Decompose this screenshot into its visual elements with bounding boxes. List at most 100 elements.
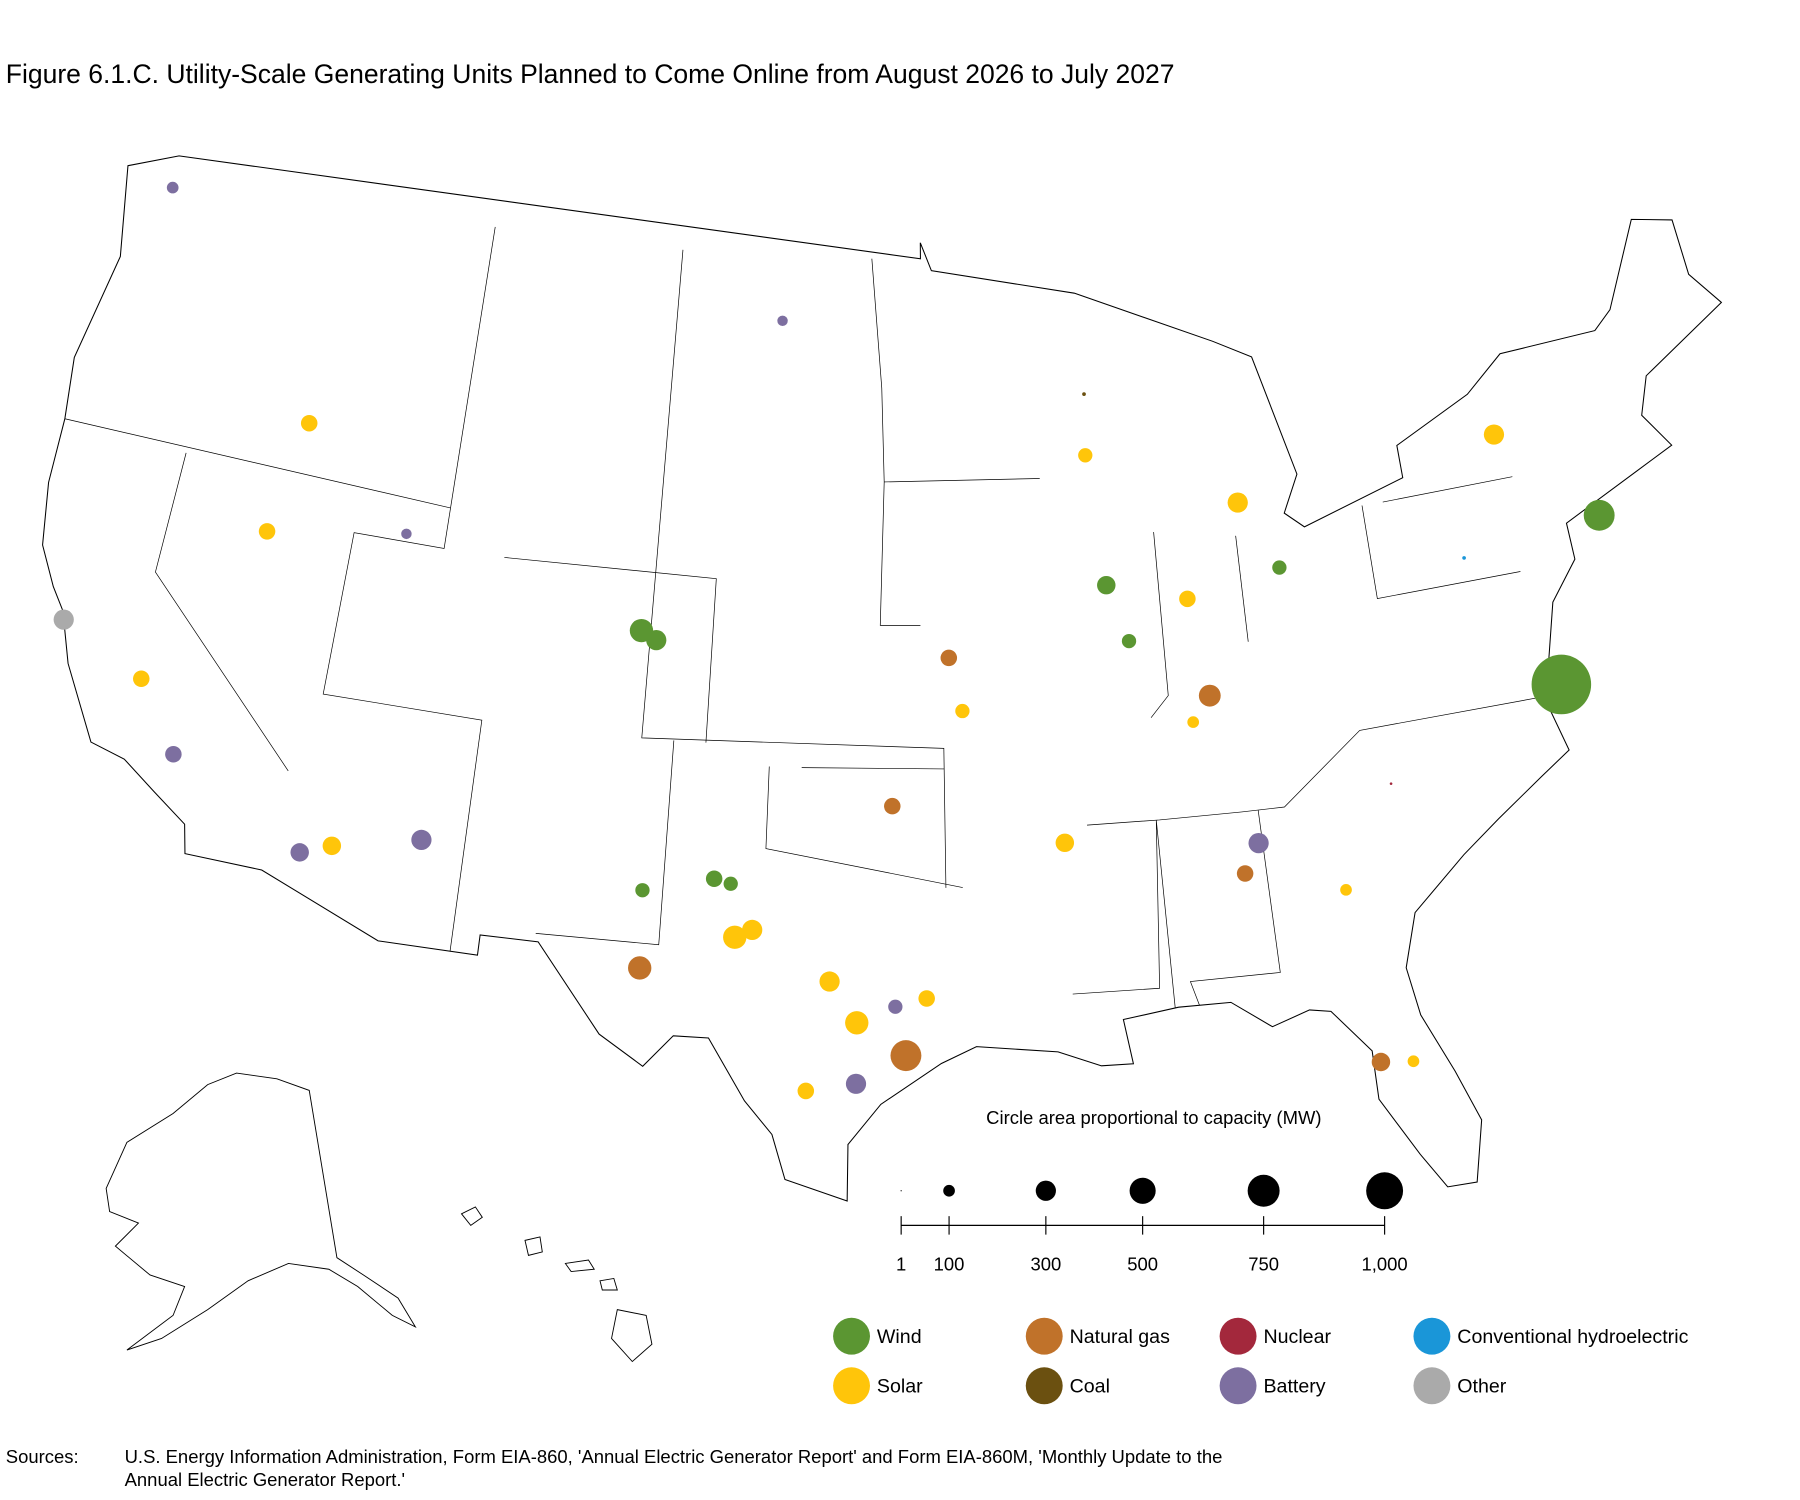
plant-marker: [884, 797, 901, 815]
plant-marker: [1531, 654, 1592, 715]
plant-marker: [646, 630, 667, 651]
plant-marker: [1227, 492, 1248, 513]
plant-marker: [1078, 448, 1093, 463]
size-legend: 1 100 300 500 750 1,000: [896, 1172, 1408, 1274]
plant-marker: [401, 528, 412, 540]
state-boundary: [1072, 820, 1176, 1008]
legend-swatch: [1413, 1317, 1451, 1355]
plant-marker: [1340, 884, 1352, 896]
size-tick-label: 100: [934, 1253, 965, 1274]
plant-marker: [1583, 499, 1615, 531]
plant-marker: [918, 990, 935, 1007]
state-boundary: [1382, 476, 1513, 503]
size-sample: [943, 1184, 955, 1197]
plant-marker: [300, 414, 318, 432]
plant-marker: [1236, 865, 1254, 882]
legend: Wind Solar Natural gas Coal Nuclear Battery Co…: [833, 1317, 1689, 1405]
plant-marker: [628, 956, 652, 980]
plant-marker: [742, 919, 763, 941]
hawaii: [460, 1206, 653, 1363]
legend-swatch: [833, 1367, 870, 1405]
state-boundary: [1361, 505, 1521, 600]
state-boundary: [64, 418, 451, 509]
legend-label: Coal: [1070, 1376, 1110, 1398]
plant-marker: [1082, 392, 1086, 396]
plant-marker: [1179, 590, 1196, 608]
size-tick-label: 750: [1248, 1253, 1279, 1274]
plant-marker: [845, 1073, 867, 1094]
plant-marker: [1097, 575, 1116, 595]
plant-marker: [955, 703, 970, 719]
state-boundary: [884, 478, 1040, 483]
size-legend-title: Circle area proportional to capacity (MW…: [986, 1107, 1321, 1128]
plant-marker: [1371, 1052, 1391, 1072]
plant-marker: [1483, 424, 1505, 445]
size-sample: [1035, 1180, 1056, 1201]
plant-marker: [705, 870, 723, 888]
legend-swatch: [1025, 1367, 1063, 1405]
plant-marker: [1407, 1055, 1420, 1068]
plant-marker: [1389, 782, 1393, 785]
plant-marker: [1187, 716, 1200, 728]
legend-label: Other: [1457, 1376, 1507, 1398]
plant-marker: [133, 670, 150, 688]
size-sample: [1247, 1174, 1280, 1207]
plant-marker: [166, 181, 179, 194]
size-tick-label: 1: [896, 1253, 906, 1274]
plant-marker: [1055, 833, 1075, 853]
plant-marker: [723, 925, 747, 949]
plant-marker: [1121, 633, 1137, 649]
legend-label: Conventional hydroelectric: [1457, 1326, 1688, 1348]
size-sample: [1129, 1177, 1156, 1204]
size-sample: [1366, 1172, 1404, 1210]
us-outline: [42, 155, 1723, 1202]
legend-label: Natural gas: [1070, 1326, 1170, 1348]
state-boundary: [801, 767, 945, 770]
state-boundary: [641, 249, 947, 888]
plant-marker: [290, 843, 309, 862]
state-boundary: [765, 766, 963, 888]
state-boundary: [1189, 810, 1281, 1006]
legend-label: Battery: [1263, 1376, 1325, 1398]
plant-marker: [411, 829, 432, 851]
legend-swatch: [1025, 1317, 1063, 1355]
plant-marker: [723, 876, 738, 891]
figure-title: Figure 6.1.C. Utility-Scale Generating U…: [6, 59, 1175, 89]
plant-marker: [322, 836, 342, 856]
plant-marker: [845, 1011, 869, 1035]
alaska: [105, 1072, 417, 1351]
plant-marker: [797, 1082, 815, 1100]
plant-marker: [888, 999, 903, 1014]
legend-swatch: [1413, 1367, 1451, 1405]
state-boundary: [504, 557, 717, 743]
size-tick-label: 300: [1030, 1253, 1061, 1274]
sources-line: U.S. Energy Information Administration, …: [125, 1446, 1223, 1467]
state-boundary: [155, 452, 289, 772]
plant-marker: [819, 971, 840, 992]
legend-swatch: [1219, 1367, 1257, 1405]
plant-marker: [1248, 833, 1269, 854]
size-tick-label: 500: [1127, 1253, 1158, 1274]
sources-label: Sources:: [6, 1446, 79, 1467]
plant-marker: [258, 523, 276, 540]
plant-marker: [53, 609, 74, 630]
legend-swatch: [1219, 1317, 1257, 1355]
sources-line: Annual Electric Generator Report.': [125, 1469, 405, 1490]
plant-marker: [1198, 684, 1221, 707]
legend-label: Wind: [877, 1326, 922, 1348]
size-tick-label: 1,000: [1362, 1253, 1408, 1274]
plant-marker: [890, 1040, 922, 1072]
state-boundary: [1087, 696, 1545, 826]
legend-swatch: [833, 1317, 870, 1355]
legend-label: Solar: [877, 1376, 923, 1398]
plant-marker: [940, 649, 958, 667]
land: [42, 155, 1723, 1202]
state-boundary: [1150, 532, 1169, 718]
plant-marker: [635, 883, 650, 898]
size-sample: [900, 1190, 902, 1192]
state-boundary: [1235, 535, 1249, 642]
state-boundary: [535, 740, 675, 946]
plant-marker: [165, 745, 182, 763]
